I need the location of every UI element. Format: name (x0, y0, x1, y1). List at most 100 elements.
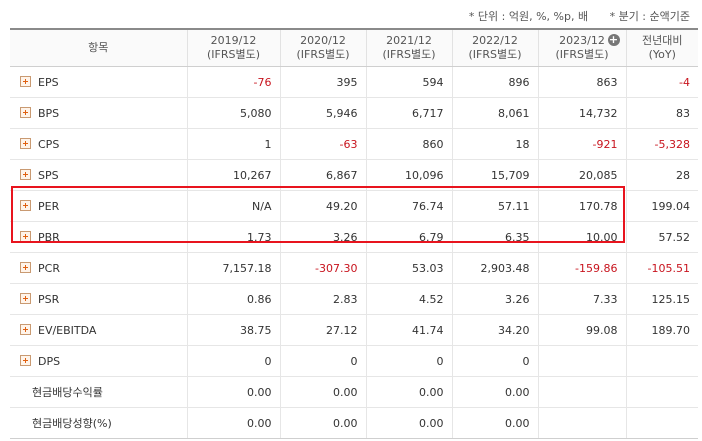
value-cell: 1.73 (186, 221, 280, 253)
circle-plus-icon[interactable]: + (607, 33, 620, 46)
expand-plus-icon[interactable] (20, 138, 31, 149)
value-cell: 6.79 (365, 221, 452, 253)
value-cell: 896 (451, 66, 538, 98)
table-row: PCR 7,157.18 -307.30 53.03 2,903.48 -159.86 -1… (10, 252, 698, 284)
row-label-cell[interactable]: PCR (10, 252, 187, 284)
row-label-cell[interactable]: SPS (10, 159, 187, 191)
value-cell: 53.03 (365, 252, 452, 284)
value-cell: 0 (365, 345, 452, 377)
quarter-note: * 분기 : 순액기준 (609, 10, 690, 23)
row-label-cell[interactable]: BPS (10, 97, 187, 129)
table-row: CPS 1 -63 860 18 -921 -5,328 (10, 128, 698, 160)
row-label-cell[interactable]: PSR (10, 283, 187, 315)
value-cell: 0.00 (365, 376, 452, 408)
row-label-cell: 현금배당수익률 (10, 376, 187, 408)
financial-ratio-table: 항목 2019/12 (IFRS별도) 2020/12 (IFRS별도) 2021/… (10, 28, 698, 439)
value-cell: 99.08 (537, 314, 626, 346)
value-cell: N/A (186, 190, 280, 222)
value-cell (537, 376, 626, 408)
row-label-cell[interactable]: CPS (10, 128, 187, 160)
row-label: SPS (38, 168, 59, 182)
value-cell: 3.26 (279, 221, 366, 253)
header-period-2021: 2021/12 (IFRS별도) (365, 28, 452, 67)
row-label-cell[interactable]: DPS (10, 345, 187, 377)
expand-plus-icon[interactable] (20, 169, 31, 180)
value-cell: 170.78 (537, 190, 626, 222)
value-cell: 4.52 (365, 283, 452, 315)
value-cell: 8,061 (451, 97, 538, 129)
value-cell: 27.12 (279, 314, 366, 346)
value-cell: 0.00 (279, 407, 366, 439)
row-label-cell[interactable]: PER (10, 190, 187, 222)
value-cell: 49.20 (279, 190, 366, 222)
value-cell: 3.26 (451, 283, 538, 315)
row-label: 현금배당성향(%) (32, 417, 112, 430)
expand-plus-icon[interactable] (20, 355, 31, 366)
expand-plus-icon[interactable] (20, 200, 31, 211)
row-label-cell[interactable]: EV/EBITDA (10, 314, 187, 346)
expand-plus-icon[interactable] (20, 293, 31, 304)
header-item: 항목 (10, 28, 187, 67)
value-cell (625, 345, 698, 377)
value-cell: 76.74 (365, 190, 452, 222)
value-cell: 20,085 (537, 159, 626, 191)
value-cell (537, 345, 626, 377)
table-row: PER N/A 49.20 76.74 57.11 170.78 199.04 (10, 190, 698, 222)
value-cell: -105.51 (625, 252, 698, 284)
value-cell: 34.20 (451, 314, 538, 346)
header-period-2022: 2022/12 (IFRS별도) (451, 28, 538, 67)
row-label: EPS (38, 75, 59, 89)
value-cell: 1 (186, 128, 280, 160)
value-cell: -921 (537, 128, 626, 160)
value-cell: 18 (451, 128, 538, 160)
value-cell: 10.00 (537, 221, 626, 253)
value-cell: 0.00 (186, 376, 280, 408)
value-cell: 15,709 (451, 159, 538, 191)
value-cell: 2,903.48 (451, 252, 538, 284)
value-cell: 10,096 (365, 159, 452, 191)
value-cell: 0 (451, 345, 538, 377)
table-row: 현금배당수익률 0.00 0.00 0.00 0.00 (10, 376, 698, 408)
value-cell: -5,328 (625, 128, 698, 160)
value-cell: 57.52 (625, 221, 698, 253)
row-label: EV/EBITDA (38, 323, 97, 337)
unit-note: * 단위 : 억원, %, %p, 배 (468, 10, 589, 23)
expand-plus-icon[interactable] (20, 107, 31, 118)
value-cell: 0.00 (186, 407, 280, 439)
value-cell: 0.00 (365, 407, 452, 439)
value-cell: 5,946 (279, 97, 366, 129)
value-cell: 14,732 (537, 97, 626, 129)
row-label: CPS (38, 137, 60, 151)
header-row: 항목 2019/12 (IFRS별도) 2020/12 (IFRS별도) 2021/… (10, 28, 698, 67)
row-label: BPS (38, 106, 60, 120)
expand-plus-icon[interactable] (20, 262, 31, 273)
value-cell: 57.11 (451, 190, 538, 222)
value-cell: 0 (279, 345, 366, 377)
value-cell: 395 (279, 66, 366, 98)
value-cell: 6,867 (279, 159, 366, 191)
value-cell: 0.00 (451, 376, 538, 408)
value-cell: 863 (537, 66, 626, 98)
row-label-cell: 현금배당성향(%) (10, 407, 187, 439)
value-cell: 6,717 (365, 97, 452, 129)
value-cell: 0.00 (451, 407, 538, 439)
expand-plus-icon[interactable] (20, 324, 31, 335)
header-period-2023: 2023/12 (IFRS별도) + (537, 28, 626, 67)
row-label-cell[interactable]: EPS (10, 66, 187, 98)
header-period-2019: 2019/12 (IFRS별도) (186, 28, 280, 67)
value-cell: 594 (365, 66, 452, 98)
expand-plus-icon[interactable] (20, 76, 31, 87)
value-cell: 7.33 (537, 283, 626, 315)
unit-notes: * 단위 : 억원, %, %p, 배 * 분기 : 순액기준 (451, 8, 690, 24)
table-row: PSR 0.86 2.83 4.52 3.26 7.33 125.15 (10, 283, 698, 315)
value-cell: 0.86 (186, 283, 280, 315)
value-cell: -159.86 (537, 252, 626, 284)
value-cell: 7,157.18 (186, 252, 280, 284)
row-label: PBR (38, 230, 60, 244)
highlight-box (11, 186, 625, 243)
value-cell: 6.35 (451, 221, 538, 253)
table-row: PBR 1.73 3.26 6.79 6.35 10.00 57.52 (10, 221, 698, 253)
row-label-cell[interactable]: PBR (10, 221, 187, 253)
value-cell: 189.70 (625, 314, 698, 346)
value-cell: 83 (625, 97, 698, 129)
